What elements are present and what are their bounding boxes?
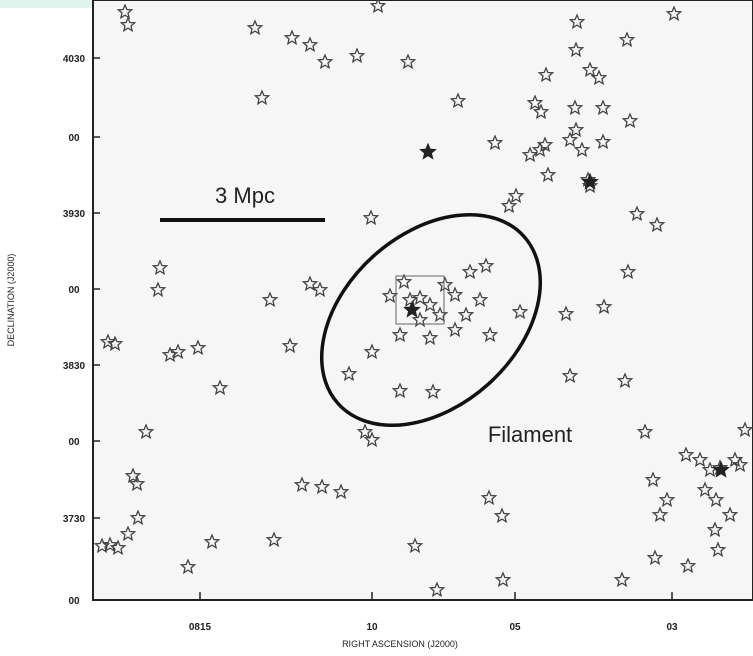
x-tick-label: 03 [666, 622, 678, 633]
y-tick-label: 00 [68, 133, 80, 144]
y-tick-label: 00 [68, 437, 80, 448]
y-tick-label: 3930 [63, 209, 86, 220]
x-tick-label: 0815 [189, 622, 212, 633]
x-axis-label: RIGHT ASCENSION (J2000) [342, 639, 458, 649]
y-tick-label: 3730 [63, 514, 86, 525]
y-tick-label: 4030 [63, 54, 86, 65]
y-axis-label: DECLINATION (J2000) [6, 254, 16, 347]
y-tick-label: 00 [68, 596, 80, 607]
y-tick-label: 3830 [63, 361, 86, 372]
annotation: Filament [488, 422, 572, 447]
y-tick-label: 00 [68, 285, 80, 296]
x-tick-label: 05 [509, 622, 521, 633]
scale-bar-label: 3 Mpc [215, 183, 275, 208]
x-tick-label: 10 [366, 622, 378, 633]
figure: 3 Mpc Filament DECLINATION (J2000) RIGHT… [0, 0, 753, 656]
